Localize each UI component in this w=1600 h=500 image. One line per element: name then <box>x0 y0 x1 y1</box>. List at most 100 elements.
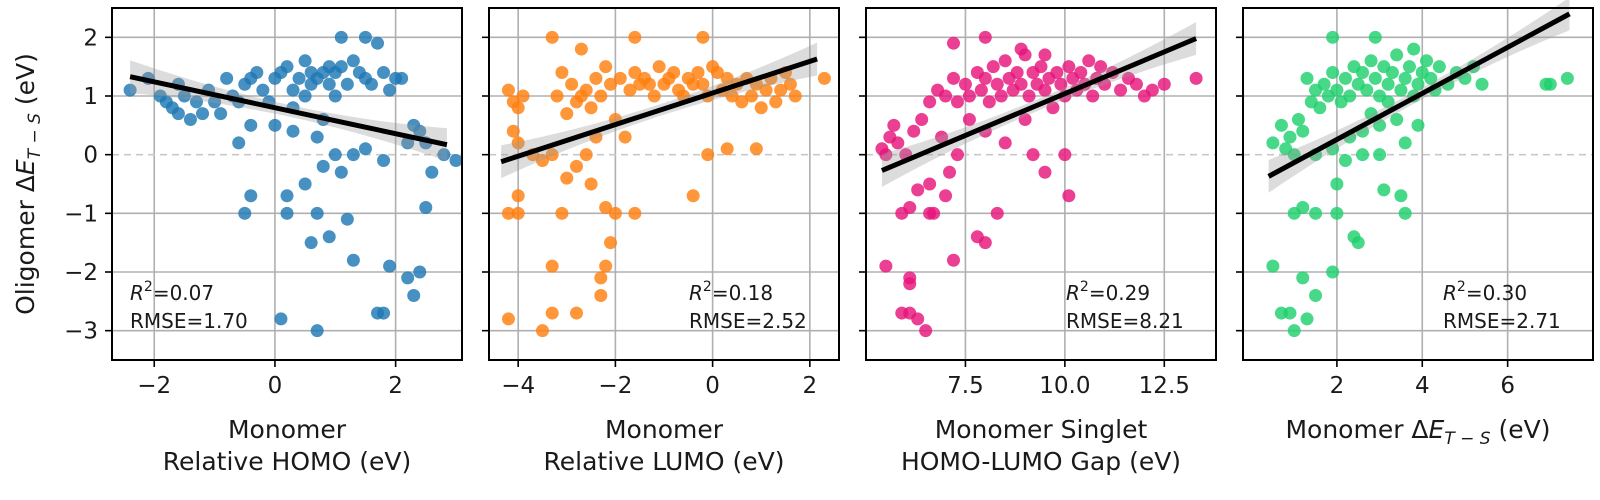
data-point <box>686 77 700 91</box>
data-point <box>710 66 724 80</box>
x-axis-label: Relative LUMO (eV) <box>544 447 785 476</box>
data-point <box>208 95 222 109</box>
x-tick-label: 10.0 <box>1039 373 1090 399</box>
data-point <box>377 66 391 80</box>
data-point <box>545 306 559 320</box>
x-tick-label: 12.5 <box>1139 373 1190 399</box>
data-point <box>608 206 622 220</box>
data-point <box>298 89 312 103</box>
data-point <box>1300 71 1314 85</box>
data-point <box>879 259 893 273</box>
data-point <box>1356 66 1370 80</box>
data-point <box>535 324 549 338</box>
data-point <box>1420 54 1434 68</box>
data-point <box>647 89 661 103</box>
data-point <box>720 142 734 156</box>
r-squared-label: R2=0.29 <box>1066 279 1150 305</box>
data-point <box>565 77 579 91</box>
data-point <box>923 95 937 109</box>
data-point <box>1407 42 1421 56</box>
data-point <box>1022 89 1036 103</box>
data-point <box>978 236 992 250</box>
y-axis-label-subscript: T − S <box>25 113 45 159</box>
data-point <box>628 30 642 44</box>
data-point <box>214 107 228 121</box>
data-point <box>1014 77 1028 91</box>
data-point <box>310 206 324 220</box>
x-axis-label: Monomer ΔET − S (eV) <box>1285 415 1550 449</box>
r-squared-exponent: 2 <box>144 279 153 295</box>
data-point <box>594 89 608 103</box>
data-point <box>604 77 618 91</box>
data-point <box>701 148 715 162</box>
data-point <box>1373 118 1387 132</box>
data-point <box>280 60 294 74</box>
data-point <box>1398 206 1412 220</box>
data-point <box>511 101 525 115</box>
data-point <box>1343 89 1357 103</box>
data-point <box>1296 200 1310 214</box>
data-point <box>574 42 588 56</box>
data-point <box>696 77 710 91</box>
data-point <box>1326 66 1340 80</box>
data-point <box>986 60 1000 74</box>
x-axis-label-prefix: Monomer Δ <box>1285 415 1428 444</box>
data-point <box>1038 48 1052 62</box>
data-point <box>935 130 949 144</box>
data-point <box>749 142 763 156</box>
data-point <box>316 159 330 173</box>
data-point <box>346 54 360 68</box>
data-point <box>1377 183 1391 197</box>
data-point <box>506 124 520 138</box>
data-point <box>1145 83 1159 97</box>
x-axis-label-unit: (eV) <box>1491 415 1551 444</box>
data-point <box>599 259 613 273</box>
r-squared-value: =0.07 <box>153 281 214 305</box>
x-tick-label: −2 <box>598 373 632 399</box>
data-point <box>511 206 525 220</box>
data-point <box>1424 71 1438 85</box>
data-point <box>1038 165 1052 179</box>
data-point <box>978 30 992 44</box>
data-point <box>535 154 549 168</box>
data-point <box>419 200 433 214</box>
data-point <box>449 154 463 168</box>
data-point <box>346 148 360 162</box>
data-point <box>123 83 137 97</box>
data-point <box>1398 136 1412 150</box>
data-point <box>377 306 391 320</box>
data-point <box>1560 71 1574 85</box>
data-point <box>1062 189 1076 203</box>
data-point <box>696 30 710 44</box>
data-point <box>604 236 618 250</box>
r-squared-symbol: R <box>1066 281 1080 305</box>
data-point <box>1543 77 1557 91</box>
data-point <box>189 95 203 109</box>
panel-gap: 7.5 10.0 12.5 Monomer Singlet HOMO-LUMO Gap … <box>859 7 1217 476</box>
data-point <box>322 77 336 91</box>
y-tick-label: 1 <box>83 84 98 110</box>
y-tick-label: −1 <box>64 201 98 227</box>
data-point <box>220 71 234 85</box>
data-point <box>1094 60 1108 74</box>
data-point <box>501 206 515 220</box>
data-point <box>268 118 282 132</box>
y-tick-label: 2 <box>83 25 98 51</box>
data-point <box>555 206 569 220</box>
rmse-label: RMSE=2.52 <box>689 309 807 333</box>
data-point <box>570 159 583 173</box>
r-squared-exponent: 2 <box>1457 279 1466 295</box>
data-point <box>171 107 185 121</box>
data-point <box>328 148 342 162</box>
regression-line <box>880 36 1198 173</box>
data-point <box>628 206 642 220</box>
x-axis-label: Monomer <box>605 415 724 444</box>
data-point <box>1038 83 1052 97</box>
data-point <box>1390 48 1404 62</box>
data-point <box>413 265 427 279</box>
data-point <box>817 71 831 85</box>
data-point <box>1360 83 1374 97</box>
data-point <box>1351 236 1365 250</box>
data-point <box>1338 71 1352 85</box>
